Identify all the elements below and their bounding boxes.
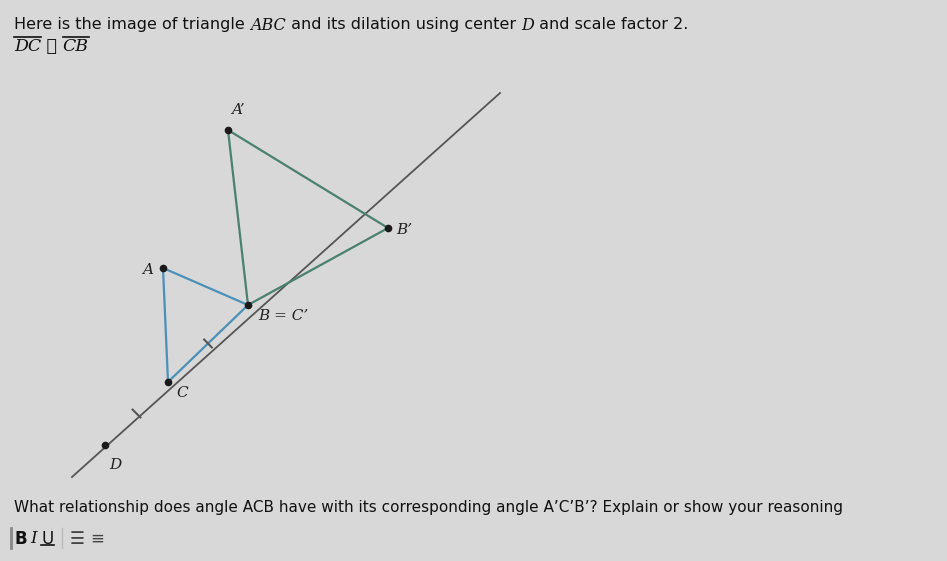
Text: D: D <box>109 458 121 472</box>
Text: ≅: ≅ <box>41 38 63 55</box>
Text: and scale factor 2.: and scale factor 2. <box>534 17 688 32</box>
Text: Here is the image of triangle: Here is the image of triangle <box>14 17 250 32</box>
Text: B: B <box>14 530 27 548</box>
Text: I: I <box>30 530 37 547</box>
Text: A: A <box>142 263 153 277</box>
Text: U: U <box>42 530 53 548</box>
Text: B = C’: B = C’ <box>258 309 309 323</box>
Text: CB: CB <box>63 38 88 55</box>
Text: ABC: ABC <box>250 17 286 34</box>
Text: and its dilation using center: and its dilation using center <box>286 17 521 32</box>
Text: D: D <box>521 17 534 34</box>
Text: What relationship does angle ACB have with its corresponding angle A’C’B’? Expla: What relationship does angle ACB have wi… <box>14 500 843 515</box>
Text: ≡: ≡ <box>90 530 104 548</box>
Text: C: C <box>176 386 188 400</box>
Text: A’: A’ <box>231 103 244 117</box>
Text: B’: B’ <box>396 223 412 237</box>
Text: DC: DC <box>14 38 41 55</box>
Text: ☰: ☰ <box>69 530 84 548</box>
